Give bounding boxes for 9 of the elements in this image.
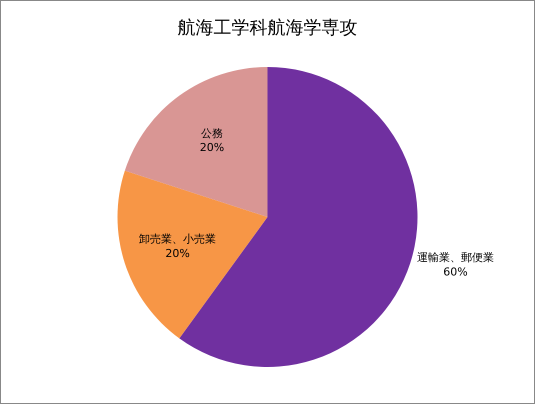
data-label: 20%	[165, 246, 190, 260]
slice-label: 卸売業、小売業	[139, 232, 216, 246]
pie-slice	[118, 170, 268, 338]
pie-slice	[124, 67, 268, 217]
data-label: 60%	[443, 265, 468, 278]
chart-title: 航海工学科航海学専攻	[178, 18, 358, 39]
slice-label: 公務	[200, 126, 223, 140]
data-label: 20%	[200, 141, 224, 154]
slice-label: 運輸業、郵便業	[416, 251, 494, 264]
